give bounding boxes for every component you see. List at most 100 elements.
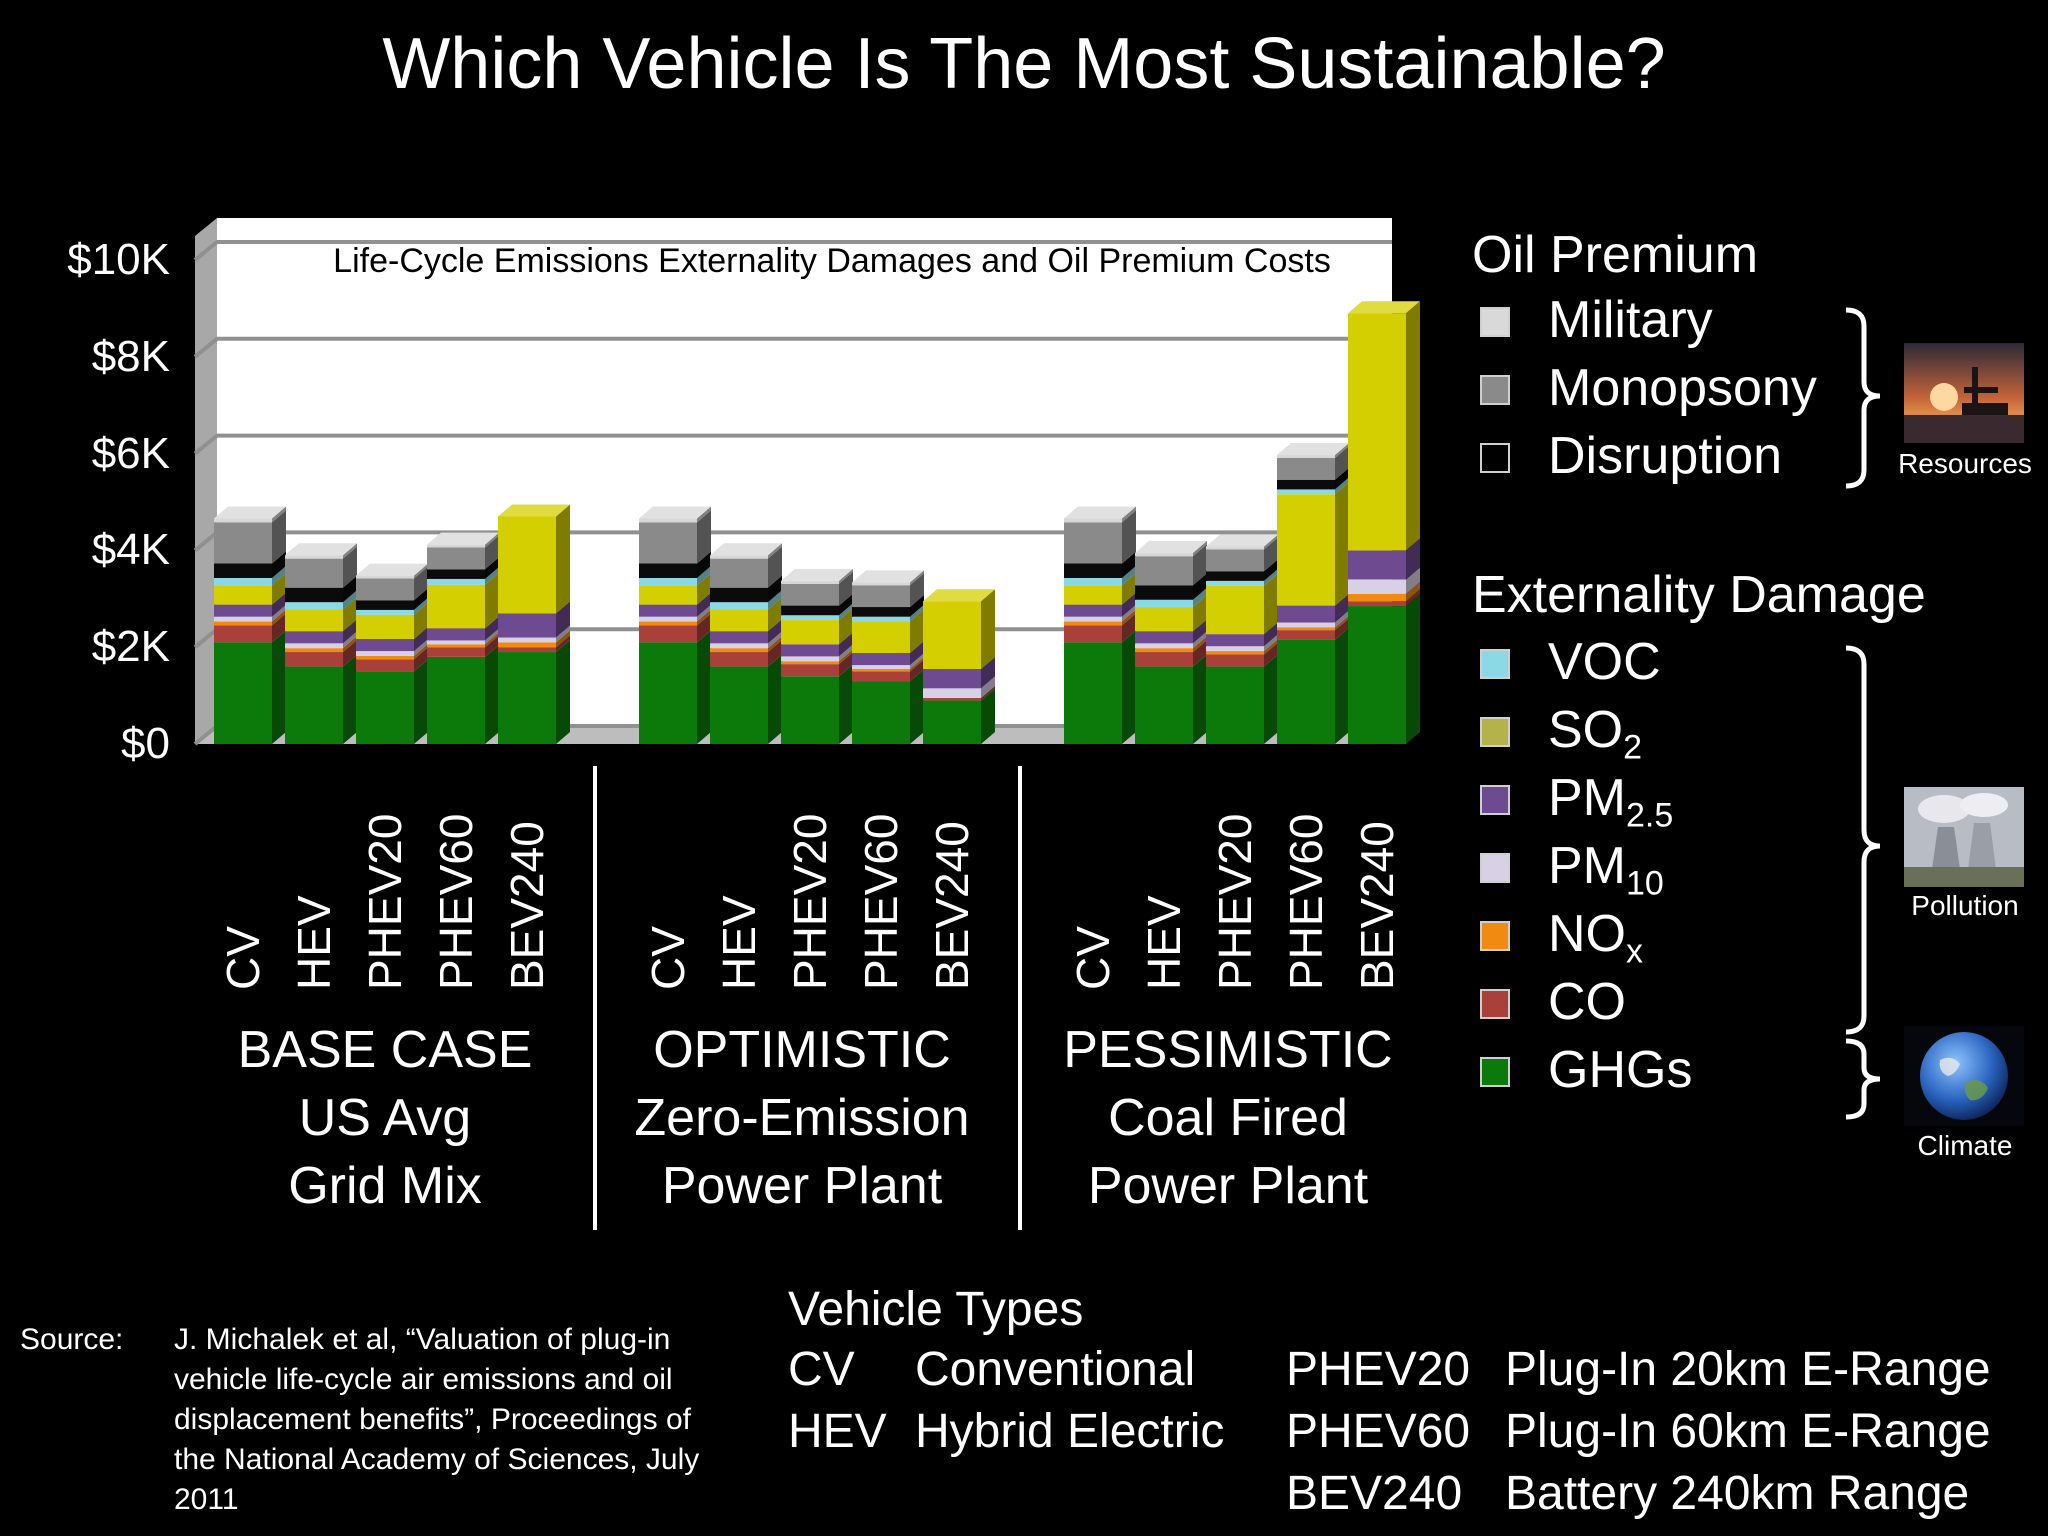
x-tick-label: CV [642,926,694,990]
bar-segment-pm10 [1206,646,1264,652]
bar-side [697,551,711,578]
scenario-label: PESSIMISTIC [1063,1021,1393,1079]
bar-segment-ghgs [710,666,768,744]
bar-side [768,590,782,610]
bar-side [839,593,853,616]
bar-segment-ghgs [781,676,839,744]
bar-segment-pm10 [1135,643,1193,649]
legend-item: Military [1480,290,1950,350]
legend-label: Monopsony [1548,359,1817,417]
bar-side [910,641,924,666]
bar-side [556,630,570,648]
bar-segment-pm25 [1348,550,1406,580]
bar-side [839,664,853,744]
bar-side [485,572,499,629]
bar-segment-disruption [1064,563,1122,578]
bar-side [1264,534,1278,550]
bar-segment-pm25 [639,604,697,617]
bar-segment-disruption [781,605,839,616]
bar-side [768,546,782,588]
group-divider [1018,766,1022,1230]
bar-side [1122,604,1136,622]
bar-top [356,563,428,576]
bar-segment-nox [781,661,839,665]
x-tick-label: PHEV60 [855,813,907,990]
bar-segment-ghgs [923,700,981,744]
y-tick-label: $10K [67,235,170,284]
bar-side [1122,510,1136,564]
pollution-label: Pollution [1911,890,2019,921]
bar-side [343,640,357,667]
bar-side [485,535,499,570]
legend-swatch [1480,853,1510,883]
bar-segment-pm10 [852,665,910,669]
bar-segment-pm25 [1135,631,1193,644]
bar-segment-pm25 [356,638,414,652]
legend-item: Disruption [1480,426,1950,486]
bar-segment-pm10 [923,688,981,699]
bar-side [1193,636,1207,653]
bar-side [910,573,924,608]
x-tick-label: BEV240 [926,821,978,990]
bar-segment-disruption [1135,585,1193,600]
legend-swatch [1480,989,1510,1019]
x-tick-label: CV [1067,926,1119,990]
vehicle-type-description: Plug-In 20km E-Range [1505,1343,1991,1396]
bar-segment-so2 [710,609,768,632]
bar-segment-monopsony [285,558,343,588]
bar-segment-pm25 [923,668,981,689]
bar-side [697,506,711,523]
bar-segment-disruption [1277,479,1335,490]
legend-label: Disruption [1548,427,1783,485]
bar-segment-military [1064,518,1122,523]
bar-segment-disruption [285,587,343,603]
bar-side [1264,537,1278,572]
bar-side [1406,538,1420,580]
bar-segment-voc [1064,577,1122,586]
x-tick-label: HEV [288,895,340,990]
bar-segment-co [1348,601,1406,607]
oil-rig-image [1904,343,2024,443]
bar-side [1335,610,1349,628]
bar-segment-voc [710,602,768,610]
bar-segment-ghgs [1277,639,1335,744]
bar-top [639,506,711,519]
bar-segment-nox [639,621,697,626]
bar-side [1193,540,1207,557]
bar-segment-monopsony [1206,549,1264,572]
bar-side [839,649,853,665]
bar-segment-co [710,652,768,667]
legend-label: Military [1548,291,1713,349]
vehicle-type-code: HEV [788,1405,887,1458]
bar-side [1193,654,1207,744]
bar-segment-pm10 [710,643,768,649]
bar-side [910,659,924,682]
bar-side [910,595,924,617]
legend-item: Monopsony [1480,358,1950,418]
page-title: Which Vehicle Is The Most Sustainable? [382,24,1666,104]
bar-segment-military [427,544,485,548]
bar-side [485,628,499,645]
bar-side [1264,654,1278,744]
bar-segment-pm10 [1064,616,1122,622]
bar-side [343,546,357,588]
bar-side [1193,631,1207,649]
bar-segment-monopsony [356,578,414,601]
bar-side [1335,482,1349,606]
bar-segment-co [498,647,556,653]
bar-segment-military [214,518,272,523]
bar-segment-ghgs [1206,666,1264,744]
bar-side [839,603,853,621]
bar-top [781,568,853,581]
climate-label: Climate [1917,1130,2013,1161]
bar-segment-voc [427,578,485,585]
bar-side [272,613,286,643]
bar-side [768,631,782,649]
bar-side [414,597,428,615]
bar-segment-nox [1064,621,1122,626]
bar-segment-pm25 [498,613,556,638]
legend-item: SO2 [1480,700,1950,766]
bar-side [981,656,995,689]
bar-side [1193,595,1207,632]
